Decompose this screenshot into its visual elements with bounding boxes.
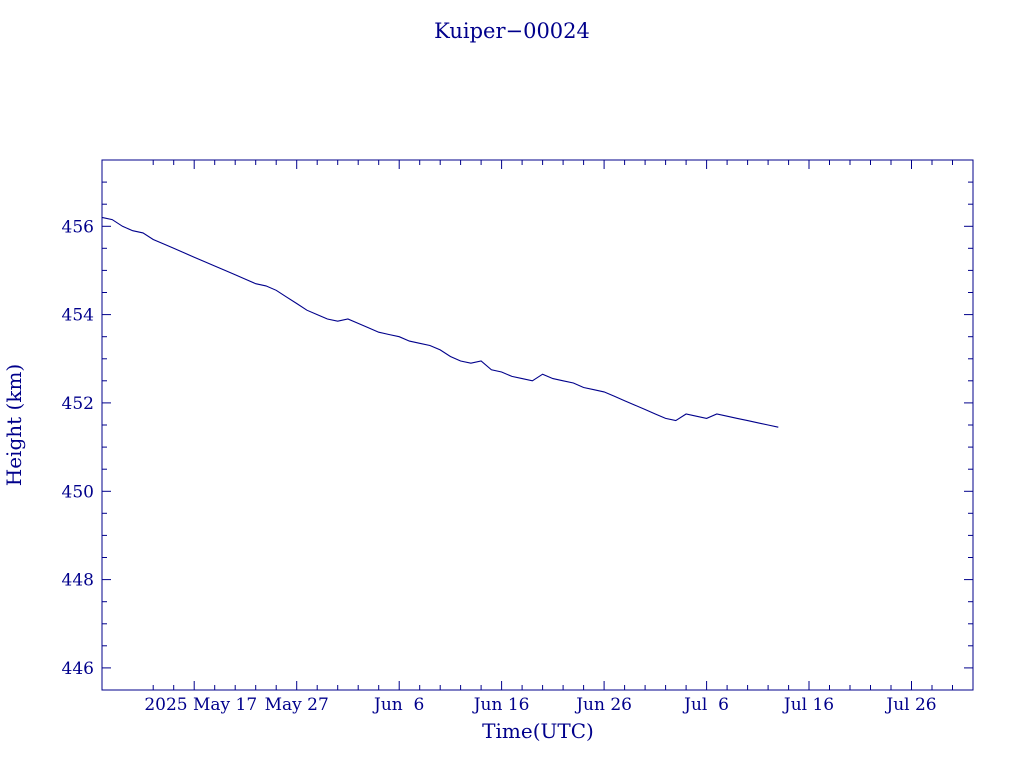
x-tick-label: Jun 16 (472, 695, 530, 715)
y-tick-label: 456 (62, 217, 94, 237)
x-tick-label: May 27 (265, 695, 329, 715)
x-tick-label: Jul 26 (884, 695, 936, 715)
y-tick-label: 448 (62, 571, 94, 591)
y-tick-label: 446 (62, 659, 94, 679)
y-tick-label: 454 (62, 306, 94, 326)
x-tick-label: 2025 May 17 (144, 695, 257, 715)
y-tick-label: 452 (62, 394, 94, 414)
x-axis-label: Time(UTC) (482, 719, 594, 743)
y-axis-label: Height (km) (2, 364, 26, 486)
x-tick-label: Jul 16 (782, 695, 834, 715)
x-tick-label: Jun 26 (574, 695, 632, 715)
height-series-line (101, 216, 779, 428)
y-axis: 446 448 450 452 454 456 (62, 159, 973, 691)
chart-title: Kuiper−00024 (434, 19, 590, 43)
plot-frame (101, 159, 974, 691)
x-tick-label: Jun 6 (372, 695, 424, 715)
x-tick-label: Jul 6 (682, 695, 729, 715)
x-axis: 2025 May 17 May 27 Jun 6 Jun 16 Jun 26 Jul 6 J… (144, 160, 974, 715)
y-tick-label: 450 (62, 482, 94, 502)
